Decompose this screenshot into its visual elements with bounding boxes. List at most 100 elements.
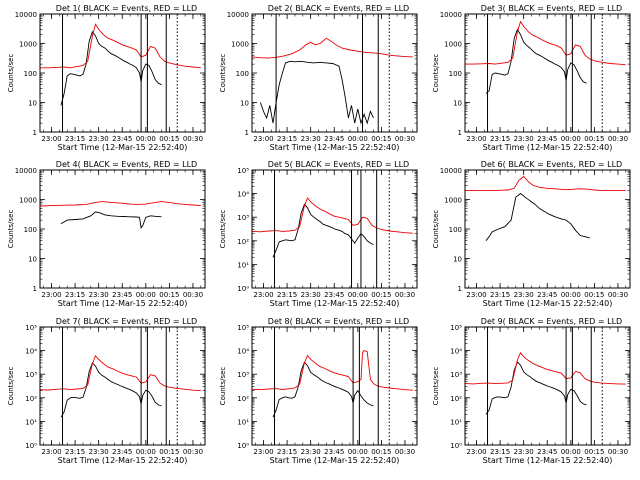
x-tick-label: 00:00 — [136, 448, 156, 456]
y-tick-label: 10⁴ — [25, 348, 37, 356]
plot-frame — [39, 169, 206, 289]
x-tick-label: 23:00 — [466, 135, 486, 143]
x-tick-label: 23:30 — [301, 448, 321, 456]
y-tick-label: 10³ — [450, 371, 462, 379]
x-tick-label: 23:15 — [65, 448, 85, 456]
x-tick-label: 23:15 — [65, 291, 85, 299]
y-axis-label: Counts/sec — [219, 210, 227, 249]
series-events-line — [272, 361, 374, 418]
y-tick-label: 10¹ — [237, 418, 249, 426]
y-tick-label: 10⁴ — [237, 348, 249, 356]
panel-4: Det 4( BLACK = Events, RED = LLD 1 10 100 10… — [7, 160, 206, 308]
series-lld-line — [40, 201, 201, 207]
plot-frame — [39, 13, 206, 133]
panel-8: Det 8( BLACK = Events, RED = LLD 10⁰ 10¹ 10… — [219, 317, 418, 465]
x-tick-label: 23:15 — [490, 135, 510, 143]
y-tick-label: 10⁰ — [450, 442, 462, 450]
panel-5: Det 5( BLACK = Events, RED = LLD 10⁰ 10¹ 10… — [219, 160, 418, 308]
x-tick-label: 00:30 — [183, 291, 203, 299]
y-axis-label: Counts/sec — [7, 54, 15, 93]
x-tick-label: 23:45 — [537, 135, 557, 143]
plot-frame — [251, 169, 418, 289]
series-lld-line — [252, 197, 413, 234]
y-tick-label: 1 — [245, 129, 249, 137]
x-tick-label: 23:00 — [41, 135, 61, 143]
y-axis-label: Counts/sec — [432, 210, 440, 249]
x-tick-label: 23:15 — [277, 448, 297, 456]
x-tick-label: 23:00 — [253, 291, 273, 299]
y-tick-label: 10000 — [440, 167, 462, 175]
x-tick-label: 23:30 — [301, 135, 321, 143]
x-axis-label: Start Time (12-Mar-15 22:52:40) — [483, 143, 613, 152]
x-tick-label: 00:00 — [348, 291, 368, 299]
y-tick-label: 10 — [453, 100, 462, 108]
panel-title: Det 7( BLACK = Events, RED = LLD — [56, 317, 197, 326]
y-tick-label: 10000 — [15, 11, 37, 19]
panel-title: Det 3( BLACK = Events, RED = LLD — [481, 4, 622, 13]
x-tick-label: 23:30 — [514, 291, 534, 299]
y-tick-label: 1 — [33, 129, 37, 137]
y-tick-label: 1000 — [231, 41, 249, 49]
x-tick-label: 23:30 — [514, 448, 534, 456]
y-tick-label: 1000 — [444, 197, 462, 205]
x-tick-label: 00:15 — [159, 135, 179, 143]
x-tick-label: 23:45 — [112, 448, 132, 456]
y-tick-label: 10⁴ — [450, 348, 462, 356]
x-tick-label: 00:30 — [395, 448, 415, 456]
y-tick-label: 10² — [25, 395, 37, 403]
x-tick-label: 23:00 — [41, 291, 61, 299]
y-tick-label: 10⁵ — [25, 324, 37, 332]
y-axis-label: Counts/sec — [219, 367, 227, 406]
y-tick-label: 10² — [450, 395, 462, 403]
x-tick-label: 23:00 — [253, 135, 273, 143]
plot-area — [465, 175, 626, 241]
y-tick-label: 10¹ — [25, 418, 37, 426]
x-tick-label: 23:30 — [514, 135, 534, 143]
x-tick-label: 00:30 — [183, 448, 203, 456]
x-tick-label: 23:00 — [466, 291, 486, 299]
series-lld-line — [252, 350, 413, 391]
x-tick-label: 00:00 — [561, 291, 581, 299]
y-tick-label: 10³ — [237, 371, 249, 379]
series-lld-line — [465, 352, 626, 385]
x-tick-label: 00:00 — [136, 291, 156, 299]
series-lld-line — [252, 37, 413, 59]
y-tick-label: 10000 — [440, 11, 462, 19]
panel-title: Det 2( BLACK = Events, RED = LLD — [268, 4, 409, 13]
plot-area — [40, 14, 201, 132]
y-axis-label: Counts/sec — [432, 54, 440, 93]
x-tick-label: 00:30 — [608, 135, 628, 143]
y-tick-label: 1 — [33, 285, 37, 293]
x-tick-label: 00:30 — [608, 291, 628, 299]
x-tick-label: 23:30 — [301, 291, 321, 299]
x-tick-label: 23:45 — [324, 291, 344, 299]
x-tick-label: 00:00 — [561, 448, 581, 456]
x-tick-label: 00:15 — [584, 291, 604, 299]
plot-area — [465, 327, 626, 445]
plot-frame — [464, 13, 631, 133]
y-tick-label: 100 — [236, 70, 249, 78]
panel-6: Det 6( BLACK = Events, RED = LLD 1 10 100 10… — [432, 160, 631, 308]
x-tick-label: 23:15 — [490, 291, 510, 299]
y-tick-label: 10⁰ — [25, 442, 37, 450]
y-axis-label: Counts/sec — [7, 210, 15, 249]
y-tick-label: 10¹ — [450, 418, 462, 426]
x-tick-label: 23:15 — [277, 135, 297, 143]
x-tick-label: 00:15 — [371, 448, 391, 456]
x-tick-label: 00:15 — [159, 448, 179, 456]
series-lld-line — [465, 20, 626, 66]
x-tick-label: 23:00 — [253, 448, 273, 456]
x-axis-label: Start Time (12-Mar-15 22:52:40) — [483, 456, 613, 465]
x-tick-label: 23:45 — [537, 291, 557, 299]
series-events-line — [485, 192, 590, 241]
y-tick-label: 100 — [24, 70, 37, 78]
y-tick-label: 1 — [458, 129, 462, 137]
panel-title: Det 8( BLACK = Events, RED = LLD — [268, 317, 409, 326]
x-axis-label: Start Time (12-Mar-15 22:52:40) — [270, 143, 400, 152]
panel-1: Det 1( BLACK = Events, RED = LLD 1 10 100 10… — [7, 4, 206, 152]
x-tick-label: 00:15 — [371, 135, 391, 143]
panel-9: Det 9( BLACK = Events, RED = LLD 10⁰ 10¹ 10… — [432, 317, 631, 465]
x-axis-label: Start Time (12-Mar-15 22:52:40) — [270, 456, 400, 465]
plot-area — [40, 327, 201, 445]
